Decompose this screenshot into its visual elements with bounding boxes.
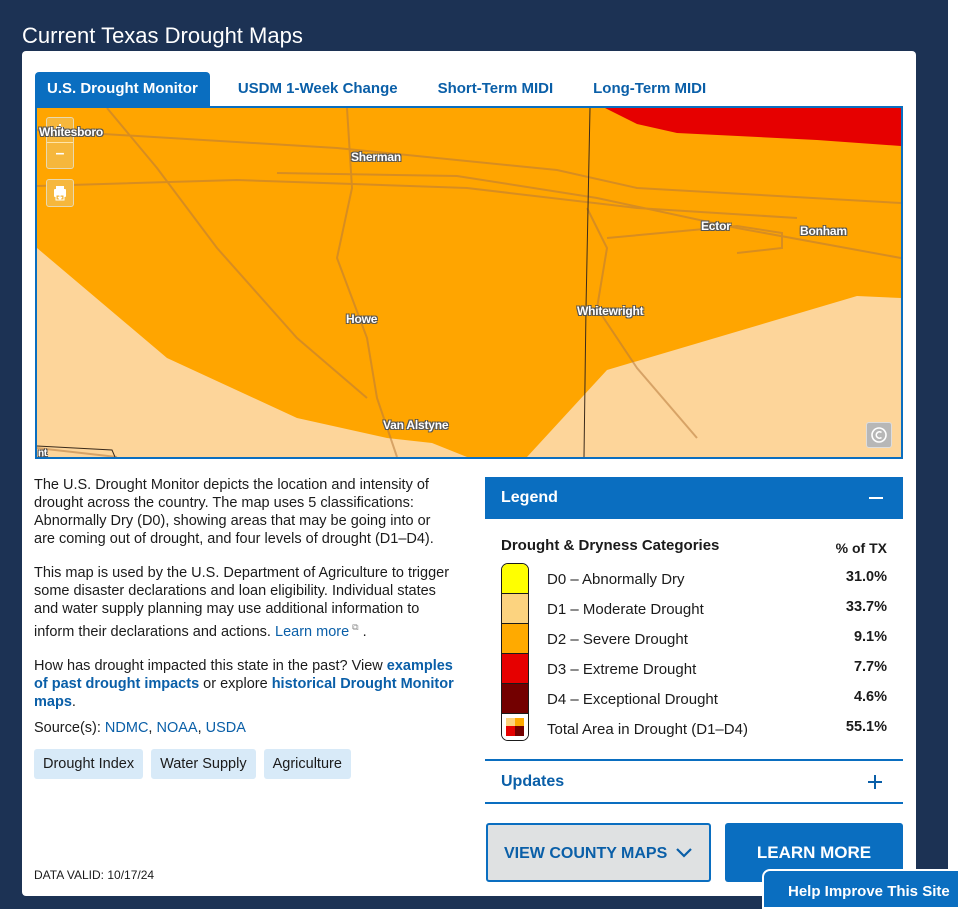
view-county-maps-button[interactable]: VIEW COUNTY MAPS <box>486 823 711 882</box>
legend-row-total: Total Area in Drought (D1–D4) 55.1% <box>485 713 903 743</box>
drought-map[interactable]: + – Whitesboro Sherman Ector Bonham Howe… <box>35 106 903 459</box>
description-text: How has drought impacted this state in t… <box>34 657 387 674</box>
copyright-icon <box>871 427 887 443</box>
tag-drought-index[interactable]: Drought Index <box>34 748 144 779</box>
tab-long-term-midi[interactable]: Long-Term MIDI <box>593 80 707 97</box>
updates-label: Updates <box>501 773 565 790</box>
legend-category-title: Drought & Dryness Categories <box>501 537 720 554</box>
sources-line: Source(s): NDMC, NOAA, USDA <box>34 719 454 737</box>
separator: , <box>197 719 206 736</box>
past-drought-impacts-link[interactable]: examples of past drought impacts <box>34 657 453 692</box>
city-label-whitesboro: Whitesboro <box>39 125 103 139</box>
county-boundary <box>583 108 591 457</box>
city-label-bonham: Bonham <box>800 224 847 238</box>
attribution-button[interactable] <box>866 422 892 448</box>
legend-label: Total Area in Drought (D1–D4) <box>547 721 748 738</box>
punctuation: . <box>362 623 367 640</box>
edge-strip <box>948 0 958 904</box>
legend-percent: 31.0% <box>845 569 887 585</box>
help-improve-site-tab[interactable]: Help Improve This Site <box>762 869 958 909</box>
legend-title: Legend <box>501 489 558 506</box>
source-link-noaa[interactable]: NOAA <box>156 719 198 736</box>
tab-usdm-1-week-change[interactable]: USDM 1-Week Change <box>237 80 398 97</box>
collapse-icon <box>869 497 883 499</box>
zoom-out-button[interactable]: – <box>55 145 65 162</box>
legend-label: D3 – Extreme Drought <box>547 661 697 678</box>
source-link-ndmc[interactable]: NDMC <box>104 719 149 736</box>
legend-label: D2 – Severe Drought <box>547 631 688 648</box>
description-paragraph-3: How has drought impacted this state in t… <box>34 657 454 711</box>
chevron-down-icon <box>676 848 692 858</box>
legend-percent: 33.7% <box>845 599 887 615</box>
learn-more-link[interactable]: Learn more <box>275 623 350 640</box>
swatch-d4 <box>502 684 528 714</box>
sources-label: Source(s): <box>34 719 105 736</box>
legend-row-d0: D0 – Abnormally Dry 31.0% <box>485 563 903 593</box>
city-label-ector: Ector <box>701 219 731 233</box>
map-tabs: U.S. Drought Monitor USDM 1-Week Change … <box>35 72 734 106</box>
legend-swatches <box>501 563 529 741</box>
legend-row-d3: D3 – Extreme Drought 7.7% <box>485 653 903 683</box>
city-label-sherman: Sherman <box>351 150 401 164</box>
external-link-icon: ⧉ <box>352 622 359 632</box>
legend-percent: 4.6% <box>853 689 887 705</box>
zoom-in-button[interactable]: + <box>47 118 73 143</box>
moderate-drought-area-west <box>37 248 467 457</box>
city-label-howe: Howe <box>346 312 378 326</box>
swatch-d3 <box>502 654 528 684</box>
punctuation: . <box>71 693 76 710</box>
tab-short-term-midi[interactable]: Short-Term MIDI <box>437 80 554 97</box>
drought-maps-card: U.S. Drought Monitor USDM 1-Week Change … <box>22 51 916 896</box>
extreme-drought-area <box>605 108 901 146</box>
legend-percent: 9.1% <box>853 629 887 645</box>
map-roads <box>37 108 901 457</box>
city-label-partial: nt <box>38 448 48 459</box>
historical-maps-link[interactable]: historical Drought Monitor maps <box>34 675 454 710</box>
county-boundary-sw <box>37 445 116 457</box>
zoom-controls: + – <box>46 117 74 169</box>
legend-label: D4 – Exceptional Drought <box>547 691 718 708</box>
map-base-layer <box>37 108 901 457</box>
legend-row-d2: D2 – Severe Drought 9.1% <box>485 623 903 653</box>
legend-percent: 7.7% <box>853 659 887 675</box>
swatch-total-icon <box>502 714 528 740</box>
map-description: The U.S. Drought Monitor depicts the loc… <box>34 476 454 779</box>
tag-agriculture[interactable]: Agriculture <box>263 748 351 779</box>
expand-plus-icon <box>868 775 882 789</box>
description-paragraph-1: The U.S. Drought Monitor depicts the loc… <box>34 477 434 547</box>
legend-row-d1: D1 – Moderate Drought 33.7% <box>485 593 903 623</box>
tab-us-drought-monitor[interactable]: U.S. Drought Monitor <box>35 72 210 106</box>
legend-percent-title: % of TX <box>835 540 887 556</box>
legend-label: D1 – Moderate Drought <box>547 601 704 618</box>
legend-percent: 55.1% <box>845 719 887 735</box>
description-text: This map is used by the U.S. Department … <box>34 565 450 640</box>
legend-label: D0 – Abnormally Dry <box>547 571 685 588</box>
source-link-usda[interactable]: USDA <box>205 719 246 736</box>
data-valid-date: DATA VALID: 10/17/24 <box>34 868 155 882</box>
legend-toggle[interactable]: Legend <box>485 477 903 519</box>
swatch-d1 <box>502 594 528 624</box>
description-paragraph-2: This map is used by the U.S. Department … <box>34 564 454 641</box>
page-title: Current Texas Drought Maps <box>22 22 303 48</box>
city-label-van-alstyne: Van Alstyne <box>383 418 449 432</box>
topic-tags: Drought Index Water Supply Agriculture <box>34 748 454 779</box>
legend-rows: D0 – Abnormally Dry 31.0% D1 – Moderate D… <box>485 563 903 743</box>
updates-accordion[interactable]: Updates <box>485 759 903 804</box>
tag-water-supply[interactable]: Water Supply <box>151 748 256 779</box>
print-icon <box>54 186 66 201</box>
swatch-d2 <box>502 624 528 654</box>
swatch-d0 <box>502 564 528 594</box>
legend-row-d4: D4 – Exceptional Drought 4.6% <box>485 683 903 713</box>
print-button[interactable] <box>46 179 74 207</box>
view-county-maps-label: VIEW COUNTY MAPS <box>504 845 668 862</box>
city-label-whitewright: Whitewright <box>577 304 644 318</box>
separator: , <box>148 719 157 736</box>
description-text: or explore <box>199 675 272 692</box>
moderate-drought-area-east <box>527 296 901 457</box>
